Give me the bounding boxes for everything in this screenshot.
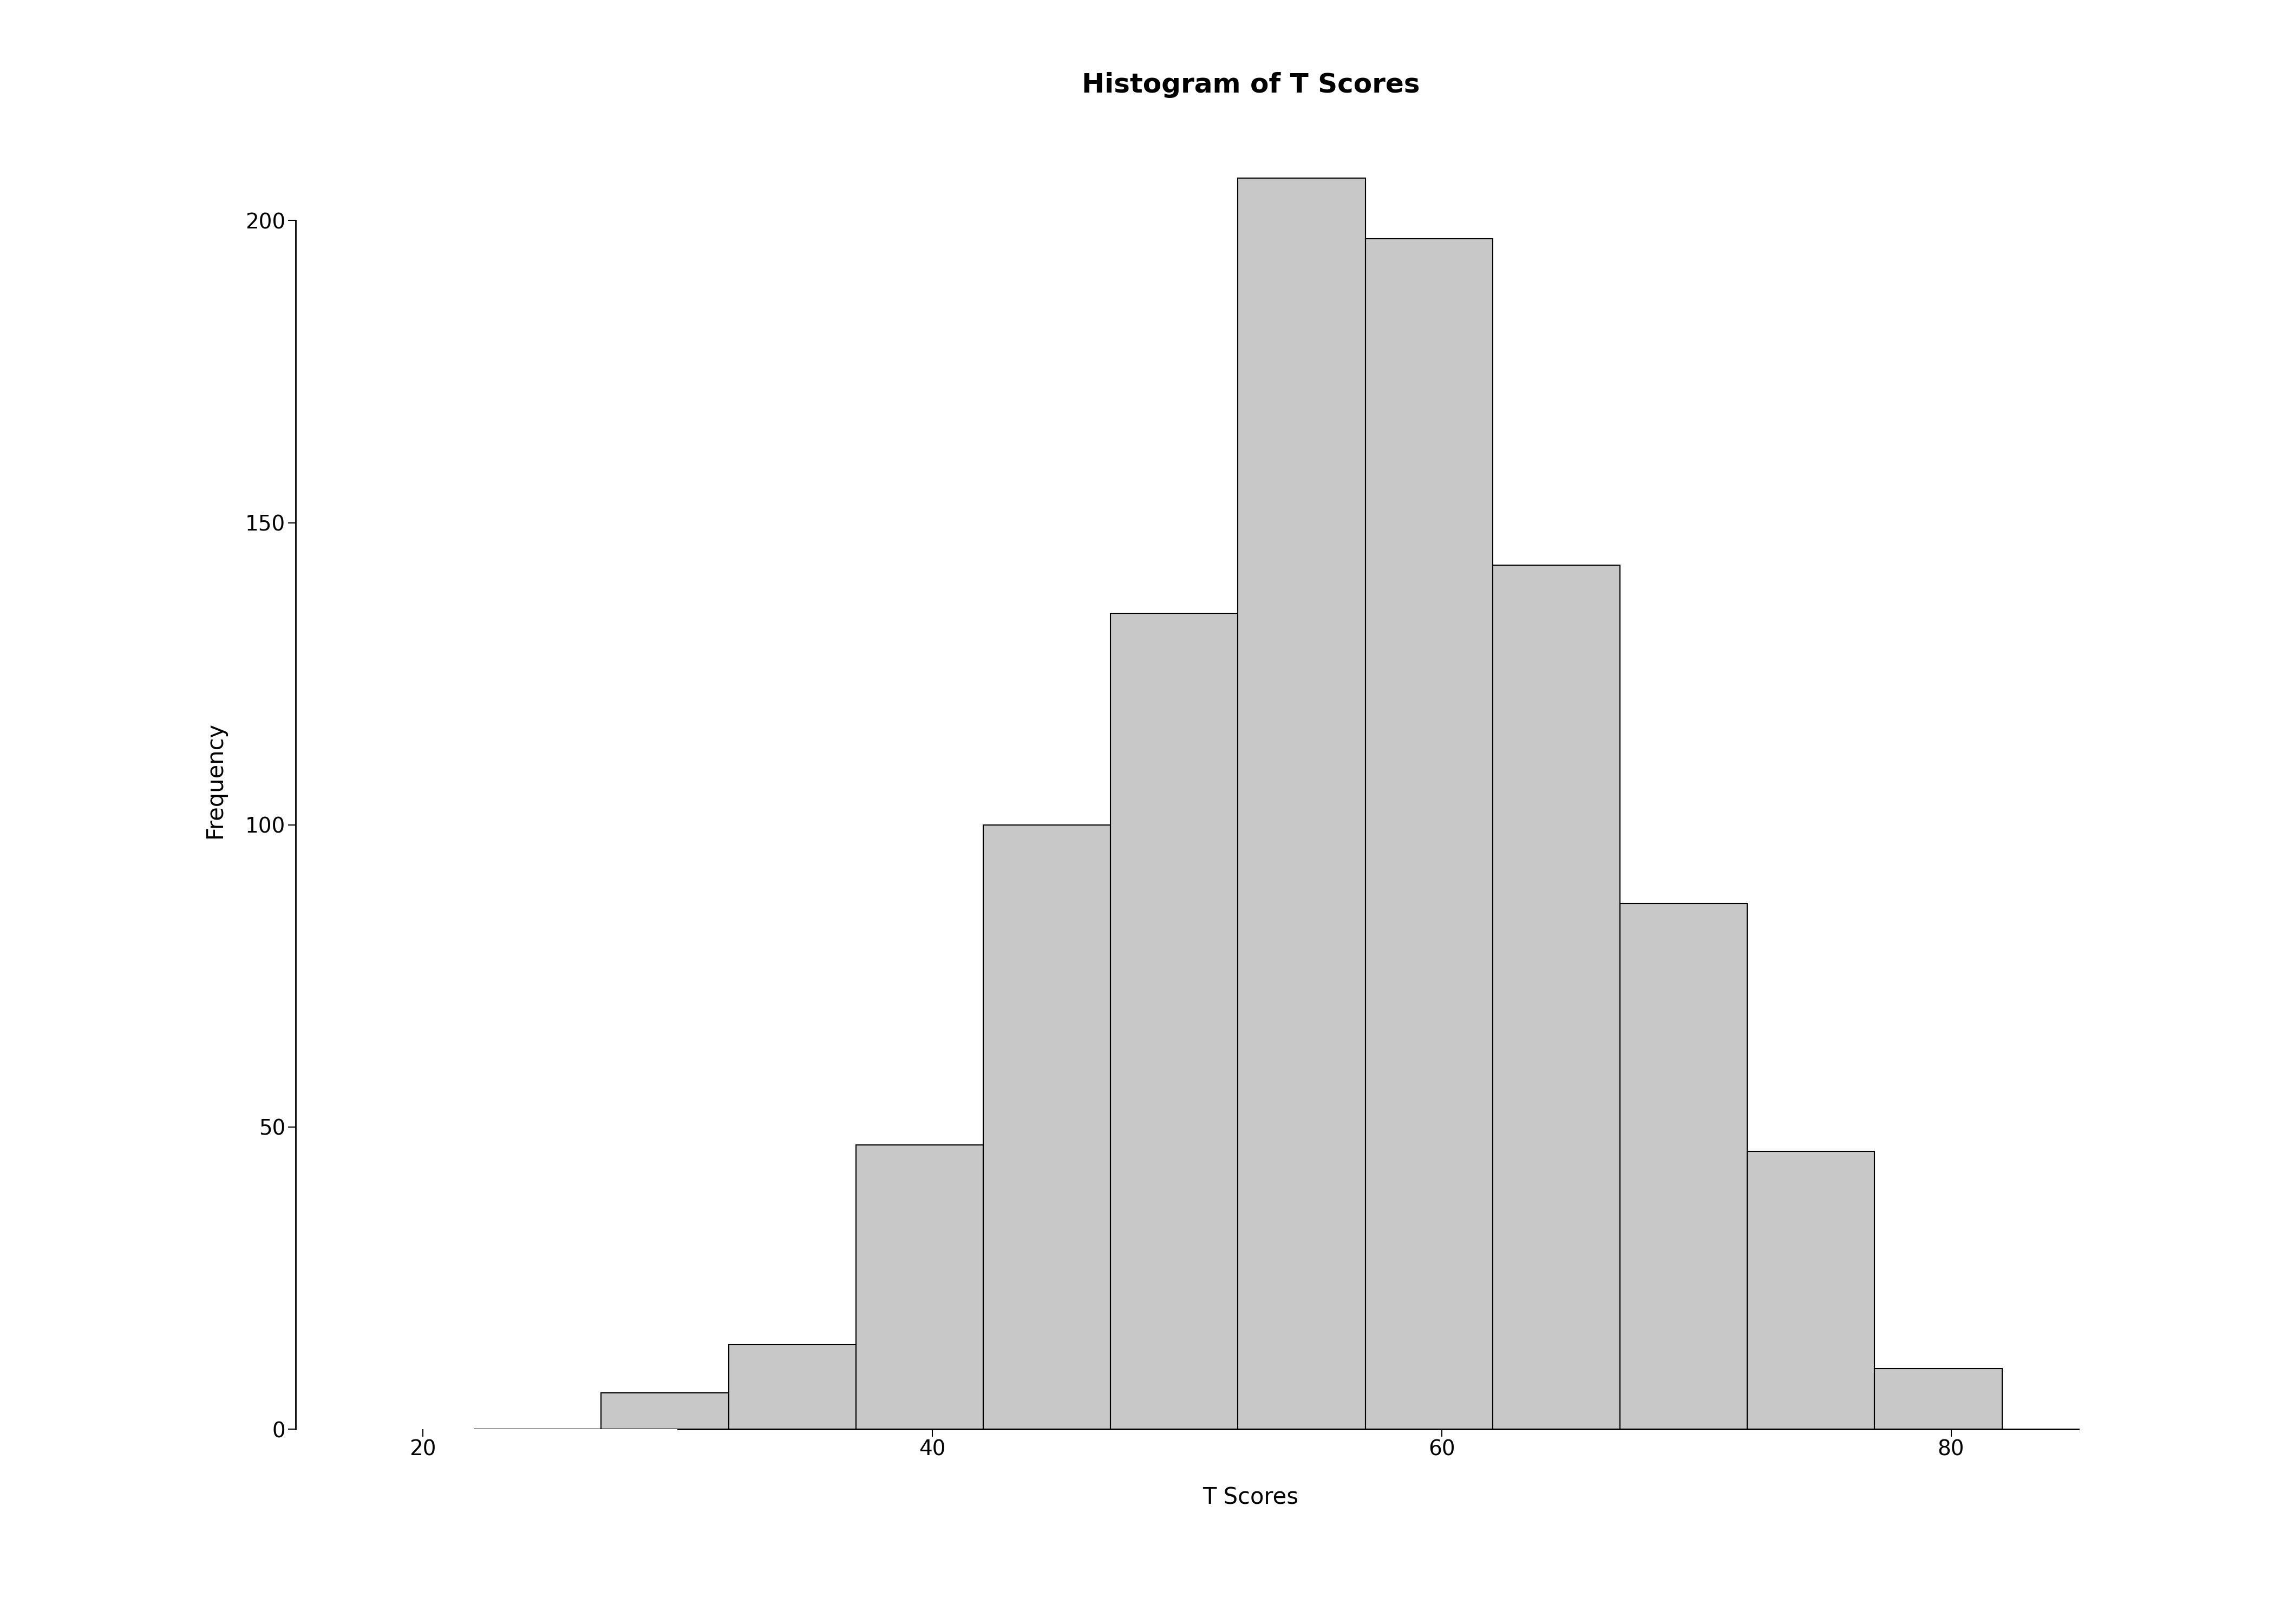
Bar xyxy=(1364,239,1492,1429)
Bar xyxy=(982,825,1110,1429)
Bar xyxy=(1746,1151,1874,1429)
Bar xyxy=(1619,903,1746,1429)
Bar xyxy=(1874,1369,2001,1429)
Bar xyxy=(1110,614,1237,1429)
Bar xyxy=(600,1393,728,1429)
Y-axis label: Frequency: Frequency xyxy=(205,721,227,838)
Title: Histogram of T Scores: Histogram of T Scores xyxy=(1082,71,1419,97)
Bar xyxy=(1492,565,1619,1429)
Bar xyxy=(728,1345,855,1429)
Bar xyxy=(1237,179,1364,1429)
Bar xyxy=(855,1145,982,1429)
X-axis label: T Scores: T Scores xyxy=(1203,1486,1298,1509)
